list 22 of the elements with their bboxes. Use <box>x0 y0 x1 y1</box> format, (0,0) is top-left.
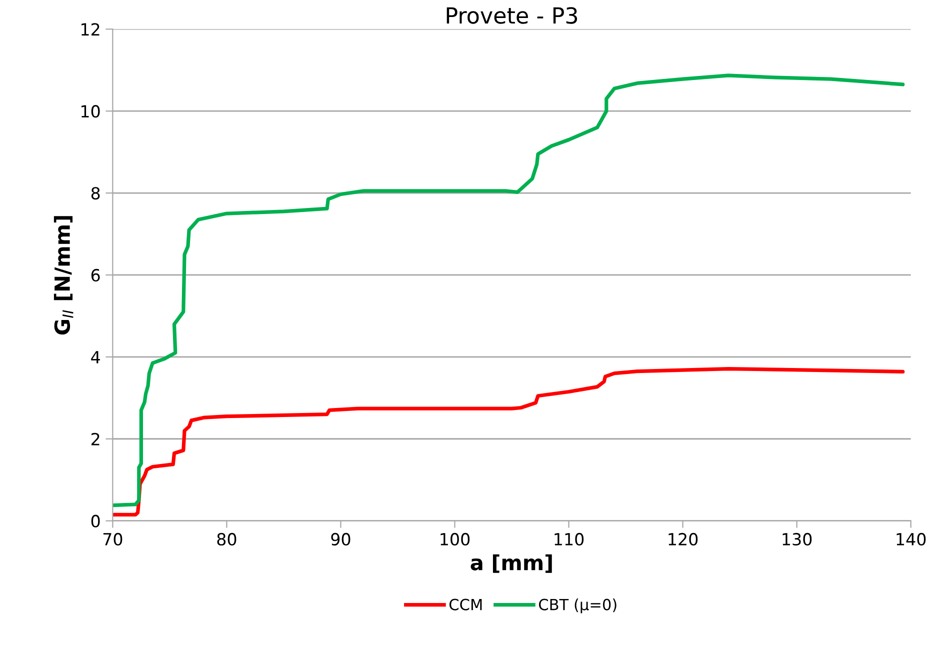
x-tick-label: 140 <box>896 532 926 546</box>
y-tick-label: 8 <box>91 186 100 200</box>
x-tick-label: 100 <box>440 532 470 546</box>
y-tick-label: 10 <box>81 105 100 118</box>
y-tick-label: 0 <box>91 514 100 528</box>
x-axis-title: a [mm] <box>470 554 552 573</box>
y-tick-label: 2 <box>91 432 100 446</box>
x-tick-label: 120 <box>668 532 698 546</box>
legend-label: CCM <box>449 598 482 610</box>
y-axis-title: G$_{II}$ [N/mm] <box>54 216 74 335</box>
x-tick-label: 110 <box>554 532 584 546</box>
y-tick-label: 12 <box>81 23 100 36</box>
line-series <box>112 367 905 516</box>
x-tick-label: 70 <box>103 532 122 546</box>
chart-title: Provete - P3 <box>446 7 578 24</box>
x-tick-label: 130 <box>782 532 812 546</box>
line-series <box>112 74 905 508</box>
y-tick-label: 4 <box>91 351 100 364</box>
legend-label: CBT (μ=0) <box>539 598 616 614</box>
x-tick-label: 90 <box>331 532 350 546</box>
y-tick-label: 6 <box>91 268 100 282</box>
x-tick-label: 80 <box>217 532 236 546</box>
